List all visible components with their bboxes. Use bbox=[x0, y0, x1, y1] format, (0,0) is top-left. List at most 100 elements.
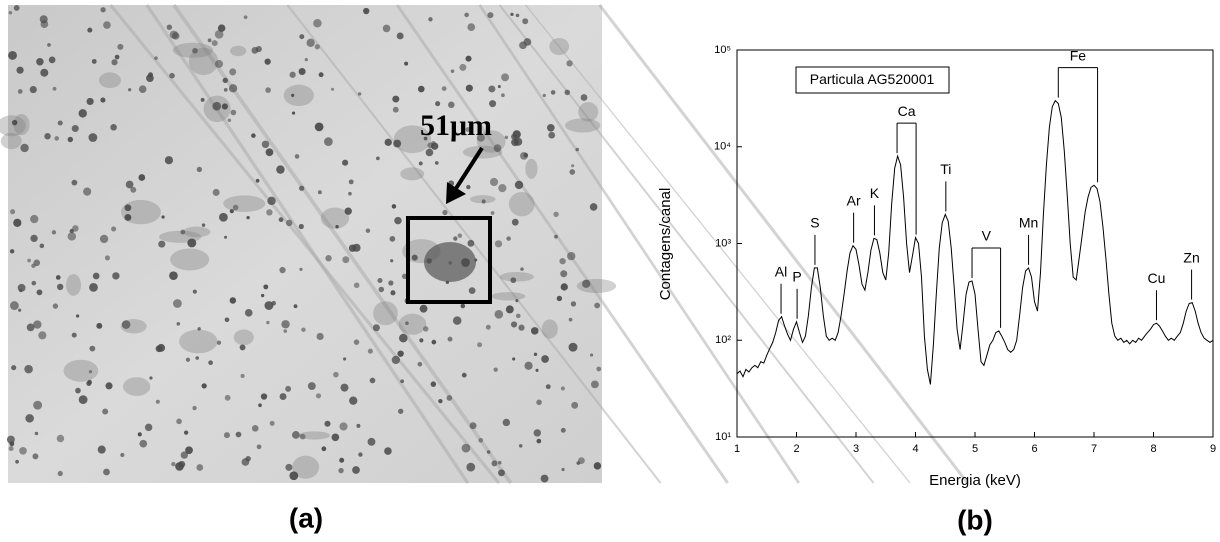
dot bbox=[139, 439, 148, 448]
dot bbox=[349, 396, 358, 405]
dot bbox=[459, 63, 467, 71]
dot bbox=[435, 101, 441, 107]
dot bbox=[523, 152, 529, 158]
dot bbox=[67, 232, 77, 241]
dot bbox=[120, 452, 125, 458]
dot bbox=[446, 395, 453, 401]
dot bbox=[8, 445, 14, 451]
dot bbox=[554, 234, 558, 239]
dot bbox=[390, 259, 394, 263]
dot bbox=[75, 387, 81, 394]
dot bbox=[356, 423, 361, 428]
y-axis-label: Contagens/canal bbox=[657, 188, 674, 301]
dot bbox=[216, 340, 222, 345]
peak-label: P bbox=[792, 269, 801, 285]
dot bbox=[285, 219, 293, 227]
smudge bbox=[508, 191, 535, 217]
dot bbox=[324, 137, 333, 146]
dot bbox=[377, 277, 383, 284]
dot bbox=[264, 58, 271, 65]
dot bbox=[271, 300, 277, 306]
dot bbox=[10, 301, 19, 310]
x-tick-label: 2 bbox=[793, 443, 799, 455]
dot bbox=[540, 474, 549, 483]
peak-label: Ti bbox=[940, 161, 951, 177]
y-tick-label: 10² bbox=[715, 334, 731, 346]
x-tick-label: 1 bbox=[734, 443, 740, 455]
dot bbox=[52, 86, 57, 91]
dot bbox=[569, 169, 576, 175]
peak-label: S bbox=[810, 215, 819, 231]
dot bbox=[501, 93, 505, 98]
dot bbox=[235, 431, 242, 438]
dot bbox=[466, 462, 476, 472]
smudge bbox=[183, 226, 211, 238]
dot bbox=[180, 229, 186, 235]
smudge bbox=[0, 132, 22, 150]
dot bbox=[33, 320, 42, 329]
dot bbox=[33, 259, 41, 267]
dot bbox=[195, 356, 199, 360]
dot bbox=[283, 329, 288, 333]
dot bbox=[169, 72, 175, 79]
dot bbox=[469, 422, 477, 430]
dot bbox=[227, 118, 232, 122]
smudge bbox=[223, 195, 266, 212]
dot bbox=[477, 342, 483, 348]
dot bbox=[397, 350, 404, 357]
dot bbox=[423, 136, 428, 141]
dot bbox=[208, 360, 213, 366]
dot bbox=[488, 85, 496, 93]
dot bbox=[404, 61, 409, 66]
dot bbox=[251, 425, 259, 432]
dot bbox=[465, 84, 473, 92]
dot bbox=[30, 214, 39, 224]
smudge bbox=[393, 125, 432, 154]
dot bbox=[580, 94, 588, 101]
y-tick-label: 10⁵ bbox=[714, 44, 731, 56]
dot bbox=[522, 18, 529, 25]
dot bbox=[494, 310, 504, 319]
scratch bbox=[395, 4, 729, 484]
dot bbox=[201, 383, 207, 389]
chart-title: Particula AG520001 bbox=[810, 71, 935, 87]
dot bbox=[176, 322, 181, 326]
dot bbox=[217, 24, 226, 32]
dot bbox=[299, 267, 303, 271]
dot bbox=[36, 289, 43, 296]
peak-label: Mn bbox=[1019, 215, 1038, 231]
dot bbox=[148, 72, 153, 78]
dot bbox=[240, 373, 245, 379]
dot bbox=[564, 89, 571, 96]
dot bbox=[32, 453, 39, 460]
dot bbox=[353, 339, 360, 345]
dot bbox=[155, 399, 160, 404]
dot bbox=[99, 234, 109, 244]
dot bbox=[553, 211, 559, 217]
dot bbox=[185, 357, 191, 362]
dot bbox=[267, 196, 276, 206]
dot bbox=[72, 225, 79, 232]
dot bbox=[103, 21, 111, 29]
smudge bbox=[122, 377, 151, 396]
dot bbox=[100, 97, 106, 103]
dot bbox=[560, 283, 568, 291]
dot bbox=[504, 135, 509, 140]
dot bbox=[390, 290, 396, 296]
dot bbox=[192, 47, 198, 54]
dot bbox=[518, 444, 523, 448]
dot bbox=[224, 235, 228, 239]
dot bbox=[6, 435, 15, 444]
dot bbox=[260, 293, 265, 298]
dot bbox=[86, 97, 94, 105]
dot bbox=[530, 327, 539, 335]
dot bbox=[57, 120, 63, 126]
scratch bbox=[598, 4, 969, 484]
dot bbox=[196, 166, 203, 173]
dot bbox=[481, 199, 486, 204]
dot bbox=[266, 209, 273, 216]
dot bbox=[589, 203, 598, 211]
dot bbox=[343, 357, 347, 361]
dot bbox=[396, 32, 404, 40]
dot bbox=[515, 299, 519, 303]
